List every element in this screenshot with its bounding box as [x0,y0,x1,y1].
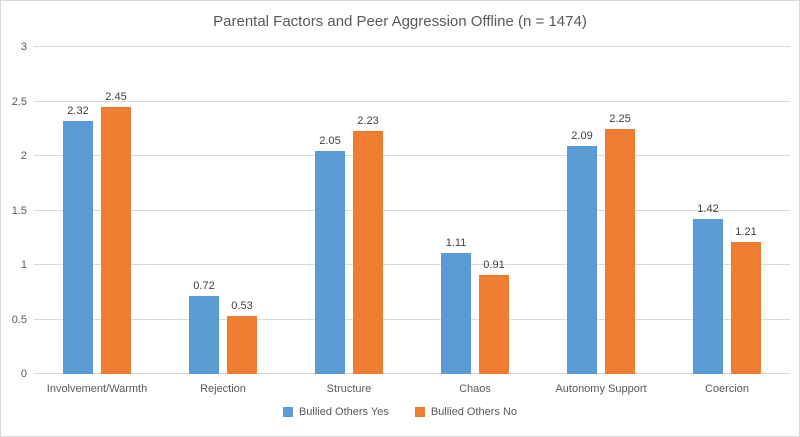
x-category-label: Autonomy Support [555,383,647,395]
y-tick-label: 0.5 [11,313,27,326]
bar-value-label: 1.21 [735,226,757,239]
bar-value-label: 2.23 [357,114,379,127]
x-axis-line [34,373,790,374]
bar-series-0-1 [189,295,219,374]
bar-value-label: 0.72 [193,279,215,292]
bar-value-label: 2.25 [609,112,631,125]
y-tick-label: 2 [20,150,27,162]
y-tick-label: 1 [20,259,27,271]
bar-value-label: 2.05 [319,134,341,147]
bar-series-1-3 [479,274,509,374]
legend-swatch [282,407,293,417]
bar-series-1-0 [101,106,131,374]
bar-value-label: 0.91 [483,258,505,271]
legend: Bullied Others Yes Bullied Others No [1,406,799,418]
bar-series-1-4 [605,128,635,374]
bar-value-label: 0.53 [231,300,253,313]
x-category-label: Coercion [704,383,750,395]
legend-item: Bullied Others Yes [282,406,389,418]
y-tick-label: 2.5 [11,95,27,108]
bar-value-label: 2.09 [571,130,593,143]
gridline [34,209,790,211]
y-tick-label: 0 [20,368,27,380]
bar-value-label: 2.45 [105,90,127,103]
gridline [34,46,790,47]
gridline [34,155,790,156]
y-tick-label: 1.5 [11,204,27,217]
legend-item: Bullied Others No [414,406,518,418]
gridline [34,100,790,102]
bar-series-1-5 [731,242,761,374]
bar-value-label: 1.42 [697,203,719,216]
x-category-label: Chaos [459,383,491,395]
bar-series-0-2 [315,150,345,374]
bar-series-0-3 [441,253,471,374]
y-tick-label: 3 [20,41,27,53]
gridline [34,264,790,265]
bar-value-label: 2.32 [67,105,89,118]
x-category-label: Rejection [200,383,246,395]
x-category-label: Structure [326,383,372,395]
x-axis-labels: Involvement/Warmth Rejection Structure Chao… [1,383,799,399]
y-axis-labels: 0 0.5 1 1.5 2 2.5 3 [1,41,27,380]
bar-series-0-4 [567,146,597,374]
bar-value-label: 1.11 [445,237,467,250]
bar-series-1-2 [353,130,383,374]
bar-series-0-0 [63,121,93,374]
gridline [34,318,790,320]
bar-series-0-5 [693,219,723,374]
chart-title: Parental Factors and Peer Aggression Off… [213,13,587,30]
x-category-label: Involvement/Warmth [46,383,148,395]
legend-swatch [414,407,425,417]
bar-series-1-1 [227,316,257,374]
plot-area: 2.32 2.45 0.72 0.53 2.05 2.23 1.11 0.91 2.09 2.25… [34,46,790,374]
legend-label: Bullied Others No [430,406,518,418]
legend-label: Bullied Others Yes [298,406,389,418]
